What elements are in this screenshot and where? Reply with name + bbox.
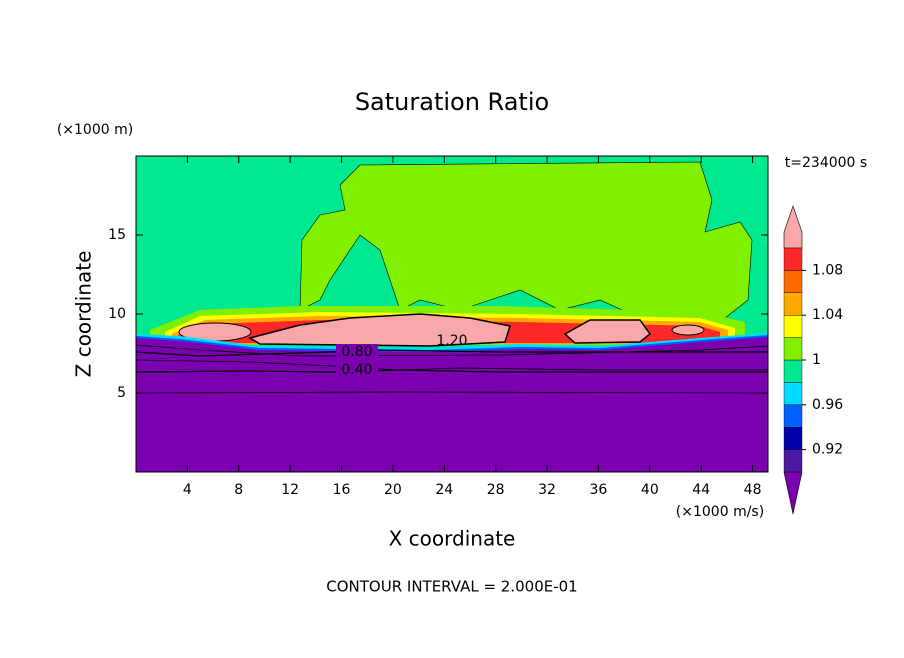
colorbar-band [783,337,803,361]
x-tick-label: 8 [234,482,243,498]
x-tick-label: 20 [384,482,402,498]
colorbar-tick-label: 1 [812,352,821,368]
x-unit: (×1000 m/s) [676,504,764,520]
colorbar-band [783,292,803,316]
colorbar-tick-label: 1.04 [812,307,843,323]
contour-label: 0.80 [341,344,372,360]
colorbar-band [783,382,803,405]
x-tick-label: 48 [744,482,762,498]
x-tick-label: 44 [692,482,710,498]
colorbar-band [783,404,803,428]
field-region [136,337,768,472]
y-tick-label: 5 [117,385,126,401]
colorbar-tick-label: 0.92 [812,442,843,458]
contour-line [135,344,769,357]
y-tick-label: 15 [108,227,126,243]
colorbar-tick-label: 0.96 [812,397,843,413]
x-tick-label: 12 [281,482,299,498]
colorbar-tick-label: 1.08 [812,262,843,278]
contour-label: 1.20 [436,333,467,349]
colorbar-band [783,449,803,473]
colorbar-under [783,471,803,515]
y-tick-label: 10 [108,306,126,322]
chart-title: Saturation Ratio [355,88,549,116]
field-region [563,319,652,344]
contour-field [135,156,769,472]
x-tick-label: 40 [641,482,659,498]
colorbar-over [783,205,803,249]
x-tick-label: 24 [435,482,453,498]
contour-line [135,391,769,394]
y-unit: (×1000 m) [57,122,133,138]
colorbar-band [783,359,803,383]
field-region [671,324,705,336]
time-label: t=234000 s [785,155,867,171]
footer: CONTOUR INTERVAL = 2.000E-01 [326,578,577,596]
x-tick-label: 32 [538,482,556,498]
label-backdrop [336,344,378,358]
colorbar-band [783,315,803,338]
y-axis-label: Z coordinate [72,251,96,378]
colorbar-band [783,427,803,450]
x-tick-label: 4 [183,482,192,498]
x-tick-label: 16 [333,482,351,498]
x-tick-label: 28 [487,482,505,498]
colorbar-band [783,247,803,271]
x-tick-label: 36 [590,482,608,498]
colorbar-band [783,270,803,293]
contour-label: 0.40 [341,362,372,378]
label-backdrop [336,363,378,377]
x-axis-label: X coordinate [389,527,516,551]
